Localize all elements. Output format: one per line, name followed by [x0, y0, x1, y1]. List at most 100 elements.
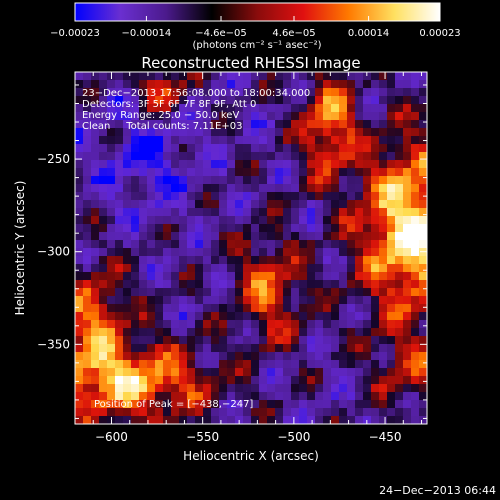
heatmap-cell	[395, 408, 404, 417]
heatmap-cell	[219, 216, 228, 225]
heatmap-cell	[83, 168, 92, 177]
heatmap-cell	[163, 112, 172, 121]
heatmap-cell	[243, 256, 252, 265]
heatmap-cell	[147, 208, 156, 217]
heatmap-cell	[283, 240, 292, 249]
heatmap-cell	[171, 232, 180, 241]
heatmap-cell	[307, 128, 316, 137]
heatmap-cell	[163, 208, 172, 217]
heatmap-cell	[299, 216, 308, 225]
heatmap-cell	[227, 352, 236, 361]
heatmap-cell	[155, 352, 164, 361]
heatmap-cell	[107, 232, 116, 241]
heatmap-cell	[251, 416, 260, 424]
heatmap-cell	[163, 96, 172, 105]
heatmap-cell	[203, 216, 212, 225]
heatmap-cell	[107, 408, 116, 417]
heatmap-cell	[347, 360, 356, 369]
heatmap-cell	[387, 392, 396, 401]
heatmap-cell	[371, 280, 380, 289]
heatmap-cell	[75, 376, 84, 385]
heatmap-cell	[291, 328, 300, 337]
heatmap-cell	[243, 384, 252, 393]
heatmap-cell	[259, 392, 268, 401]
heatmap-cell	[347, 272, 356, 281]
heatmap-cell	[203, 352, 212, 361]
heatmap-cell	[275, 192, 284, 201]
heatmap-cell	[163, 120, 172, 129]
heatmap-cell	[179, 200, 188, 209]
heatmap-cell	[315, 368, 324, 377]
heatmap-cell	[211, 112, 220, 121]
heatmap-cell	[307, 192, 316, 201]
heatmap-cell	[403, 360, 412, 369]
heatmap-cell	[147, 360, 156, 369]
heatmap-cell	[91, 240, 100, 249]
heatmap-cell	[187, 400, 196, 409]
heatmap-cell	[331, 208, 340, 217]
heatmap-cell	[83, 376, 92, 385]
heatmap-cell	[403, 192, 412, 201]
heatmap-cell	[339, 120, 348, 129]
heatmap-cell	[259, 376, 268, 385]
heatmap-cell	[331, 368, 340, 377]
heatmap-cell	[251, 128, 260, 137]
heatmap-cell	[339, 232, 348, 241]
heatmap-cell	[203, 328, 212, 337]
heatmap-cell	[259, 288, 268, 297]
heatmap-cell	[355, 112, 364, 121]
heatmap-cell	[83, 144, 92, 153]
heatmap-cell	[387, 232, 396, 241]
heatmap-cell	[323, 328, 332, 337]
heatmap-cell	[315, 400, 324, 409]
heatmap-cell	[283, 376, 292, 385]
heatmap-cell	[371, 120, 380, 129]
heatmap-cell	[379, 112, 388, 121]
heatmap-cell	[307, 232, 316, 241]
heatmap-cell	[267, 184, 276, 193]
heatmap-cell	[75, 104, 84, 113]
heatmap-cell	[195, 144, 204, 153]
heatmap-cell	[187, 376, 196, 385]
heatmap-cell	[299, 240, 308, 249]
colorbar-tick-label: −0.00014	[122, 28, 172, 39]
heatmap-cell	[251, 264, 260, 273]
heatmap-cell	[99, 304, 108, 313]
heatmap-cell	[291, 144, 300, 153]
heatmap-cell	[155, 176, 164, 185]
heatmap-cell	[363, 88, 372, 97]
heatmap-cell	[203, 160, 212, 169]
heatmap-cell	[299, 320, 308, 329]
heatmap-cell	[307, 216, 316, 225]
heatmap-cell	[179, 352, 188, 361]
heatmap-cell	[75, 216, 84, 225]
heatmap-cell	[203, 384, 212, 393]
heatmap-cell	[139, 216, 148, 225]
heatmap-cell	[299, 96, 308, 105]
heatmap-cell	[179, 368, 188, 377]
heatmap-cell	[371, 192, 380, 201]
heatmap-cell	[147, 392, 156, 401]
heatmap-cell	[419, 104, 427, 113]
heatmap-cell	[131, 104, 140, 113]
heatmap-cell	[179, 328, 188, 337]
heatmap-cell	[243, 112, 252, 121]
heatmap-cell	[251, 200, 260, 209]
heatmap-cell	[147, 200, 156, 209]
heatmap-cell	[259, 176, 268, 185]
heatmap-cell	[411, 248, 420, 257]
heatmap-cell	[403, 272, 412, 281]
heatmap-cell	[147, 192, 156, 201]
heatmap-cell	[155, 256, 164, 265]
detectors-label: Detectors: 3F 5F 6F 7F 8F 9F, Att 0	[82, 99, 256, 110]
heatmap-cell	[411, 392, 420, 401]
heatmap-cell	[131, 264, 140, 273]
heatmap-cell	[155, 72, 164, 81]
heatmap-cell	[75, 384, 84, 393]
heatmap-cell	[75, 144, 84, 153]
heatmap-cell	[243, 208, 252, 217]
heatmap-cell	[371, 208, 380, 217]
heatmap-cell	[123, 120, 132, 129]
heatmap-cell	[107, 320, 116, 329]
heatmap-cell	[379, 72, 388, 81]
